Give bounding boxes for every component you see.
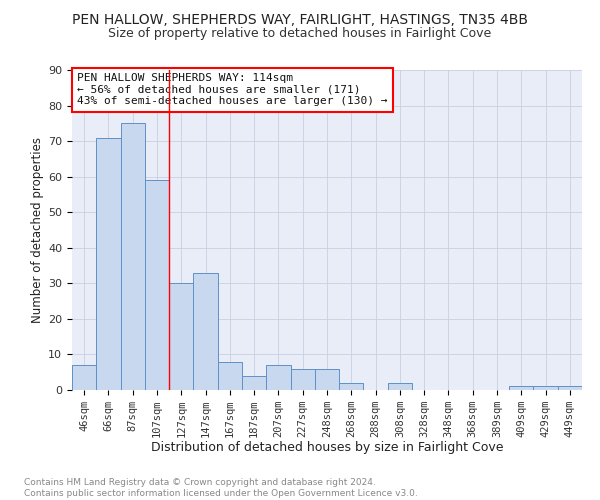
Bar — [169, 284, 193, 390]
Bar — [339, 383, 364, 390]
Bar — [121, 124, 145, 390]
X-axis label: Distribution of detached houses by size in Fairlight Cove: Distribution of detached houses by size … — [151, 442, 503, 454]
Bar — [193, 272, 218, 390]
Bar — [96, 138, 121, 390]
Text: PEN HALLOW, SHEPHERDS WAY, FAIRLIGHT, HASTINGS, TN35 4BB: PEN HALLOW, SHEPHERDS WAY, FAIRLIGHT, HA… — [72, 12, 528, 26]
Bar — [388, 383, 412, 390]
Bar — [290, 368, 315, 390]
Bar — [509, 386, 533, 390]
Text: PEN HALLOW SHEPHERDS WAY: 114sqm
← 56% of detached houses are smaller (171)
43% : PEN HALLOW SHEPHERDS WAY: 114sqm ← 56% o… — [77, 73, 388, 106]
Bar — [315, 368, 339, 390]
Bar — [266, 365, 290, 390]
Y-axis label: Number of detached properties: Number of detached properties — [31, 137, 44, 323]
Bar — [558, 386, 582, 390]
Text: Contains HM Land Registry data © Crown copyright and database right 2024.
Contai: Contains HM Land Registry data © Crown c… — [24, 478, 418, 498]
Text: Size of property relative to detached houses in Fairlight Cove: Size of property relative to detached ho… — [109, 28, 491, 40]
Bar — [533, 386, 558, 390]
Bar — [72, 365, 96, 390]
Bar — [242, 376, 266, 390]
Bar — [145, 180, 169, 390]
Bar — [218, 362, 242, 390]
